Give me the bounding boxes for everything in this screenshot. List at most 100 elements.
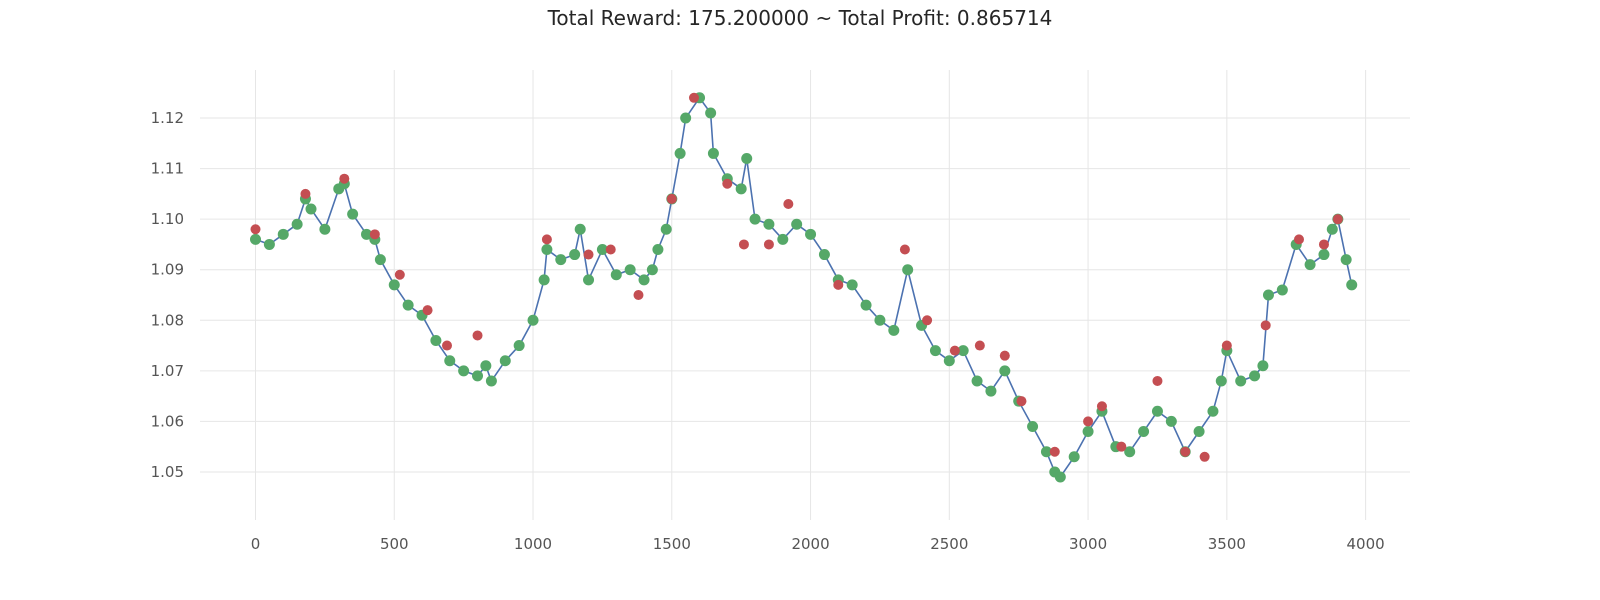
short-position-point [633,290,644,300]
long-position-point [388,279,400,291]
long-position-point [583,274,595,286]
long-position-point [527,314,539,326]
long-position-point [1304,259,1316,271]
long-position-point [1249,370,1261,382]
short-position-point [763,239,774,250]
short-position-point [250,224,261,235]
long-position-point [1340,254,1352,266]
long-position-point [888,324,900,336]
long-position-point [1257,360,1269,372]
x-tick-label: 0 [251,535,261,553]
long-position-point [402,299,414,311]
long-position-point [1318,249,1330,261]
long-position-point [472,370,484,382]
long-position-point [660,223,672,235]
long-position-point [277,228,289,240]
long-position-point [1040,446,1052,458]
long-position-point [458,365,470,377]
y-tick-label: 1.07 [151,362,184,380]
long-position-point [596,243,608,255]
long-position-point [646,264,658,276]
long-position-point [485,375,497,387]
long-position-point [1165,415,1177,427]
short-position-point [541,234,552,245]
y-tick-label: 1.09 [151,261,184,279]
y-axis-ticks: 1.05 1.06 1.07 1.08 1.09 1.10 1.11 1.12 [151,109,184,481]
long-position-point [1151,405,1163,417]
short-position-point [1199,451,1210,462]
long-position-point [1054,471,1066,483]
long-position-point [971,375,983,387]
long-position-point [305,203,317,215]
x-tick-label: 2500 [930,535,968,553]
short-position-point [369,229,380,240]
short-position-point [1332,214,1343,225]
short-position-point [1096,401,1107,412]
long-position-point [347,208,359,220]
long-position-point [749,213,761,225]
long-position-point [1346,279,1358,291]
short-position-point [583,249,594,260]
long-position-point [1215,375,1227,387]
long-position-point [860,299,872,311]
x-axis-ticks: 0 500 1000 1500 2000 2500 3000 3500 4000 [251,535,1385,553]
y-tick-label: 1.08 [151,311,184,329]
short-position-markers [250,92,1343,462]
long-position-point [777,233,789,245]
short-position-point [1152,375,1163,386]
short-position-point [605,244,616,255]
long-position-point [707,147,719,159]
long-position-point [610,269,622,281]
short-position-point [999,350,1010,361]
long-position-point [1068,451,1080,463]
y-tick-label: 1.11 [151,160,184,178]
long-position-point [805,228,817,240]
long-position-point [741,152,753,164]
long-position-point [929,345,941,357]
long-position-point [902,264,914,276]
long-position-point [1138,426,1150,438]
short-position-point [1260,320,1271,331]
x-tick-label: 1500 [653,535,691,553]
long-position-point [569,249,581,261]
x-tick-label: 3500 [1208,535,1246,553]
long-position-point [705,107,717,119]
short-position-point [1049,446,1060,457]
long-position-point [1082,426,1094,438]
short-position-point [1318,239,1329,250]
long-position-point [538,274,550,286]
x-tick-label: 2000 [791,535,829,553]
short-position-point [339,173,350,184]
grid [200,70,1410,520]
short-position-point [1180,446,1191,457]
short-position-point [422,305,433,316]
long-position-point [674,147,686,159]
chart-title: Total Reward: 175.200000 ~ Total Profit:… [547,6,1053,30]
price-series [255,96,1353,479]
short-position-point [688,92,699,103]
long-position-point [999,365,1011,377]
long-position-point [985,385,997,397]
long-position-point [680,112,692,124]
long-position-point [652,243,664,255]
long-position-point [638,274,650,286]
short-position-point [738,239,749,250]
y-tick-label: 1.05 [151,463,184,481]
long-position-point [763,218,775,230]
short-position-point [949,345,960,356]
long-position-point [291,218,303,230]
long-position-point [1326,223,1338,235]
long-position-point [846,279,858,291]
short-position-point [899,244,910,255]
short-position-point [1083,416,1094,427]
long-position-point [555,254,567,266]
long-position-point [1027,420,1039,432]
long-position-point [624,264,636,276]
short-position-point [922,315,933,326]
long-position-point [1276,284,1288,296]
short-position-point [833,279,844,290]
short-position-point [1016,396,1027,407]
x-tick-label: 1000 [514,535,552,553]
short-position-point [666,193,677,204]
short-position-point [1293,234,1304,245]
